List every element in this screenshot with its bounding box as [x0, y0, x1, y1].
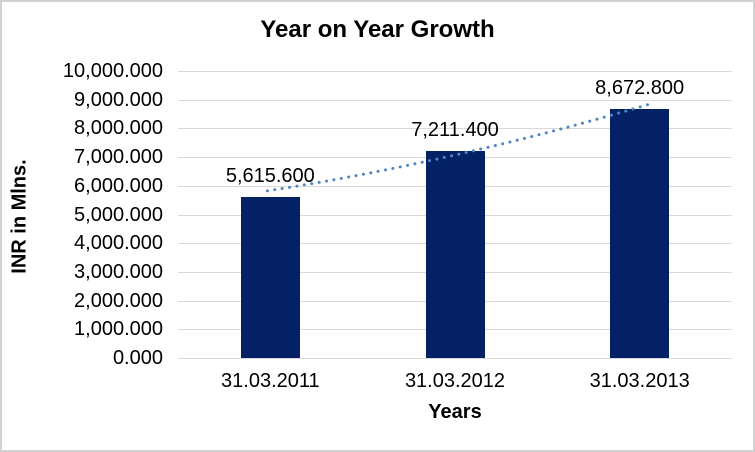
y-tick-label: 0.000 — [112, 347, 163, 369]
bar-31.03.2012 — [425, 151, 485, 358]
chart-title: Year on Year Growth — [260, 16, 495, 43]
y-tick-label: 9,000.000 — [74, 88, 163, 111]
x-tick-label: 31.03.2012 — [404, 370, 506, 392]
x-axis-title: Years — [428, 401, 482, 423]
gridline — [178, 99, 732, 101]
y-tick-label: 6,000.000 — [74, 174, 163, 197]
y-tick-label: 8,000.000 — [74, 117, 163, 140]
data-label: 5,615.600 — [225, 164, 315, 187]
x-axis-line — [178, 358, 732, 359]
y-tick-label: 5,000.000 — [74, 203, 163, 226]
y-tick-label: 2,000.000 — [74, 289, 163, 312]
x-tick-label: 31.03.2011 — [221, 370, 320, 392]
bar-31.03.2013 — [610, 109, 670, 358]
bar-31.03.2011 — [240, 196, 300, 358]
x-tick-label: 31.03.2013 — [589, 370, 690, 392]
y-tick-label: 4,000.000 — [74, 232, 163, 255]
data-label: 7,211.400 — [411, 119, 499, 142]
y-tick-label: 1,000.000 — [74, 318, 163, 341]
plot-area — [178, 71, 732, 359]
y-tick-label: 10,000.000 — [62, 60, 163, 82]
gridline — [178, 71, 732, 72]
y-tick-label: 7,000.000 — [74, 146, 163, 169]
data-label: 8,672.800 — [595, 77, 685, 100]
y-tick-label: 3,000.000 — [74, 260, 163, 283]
